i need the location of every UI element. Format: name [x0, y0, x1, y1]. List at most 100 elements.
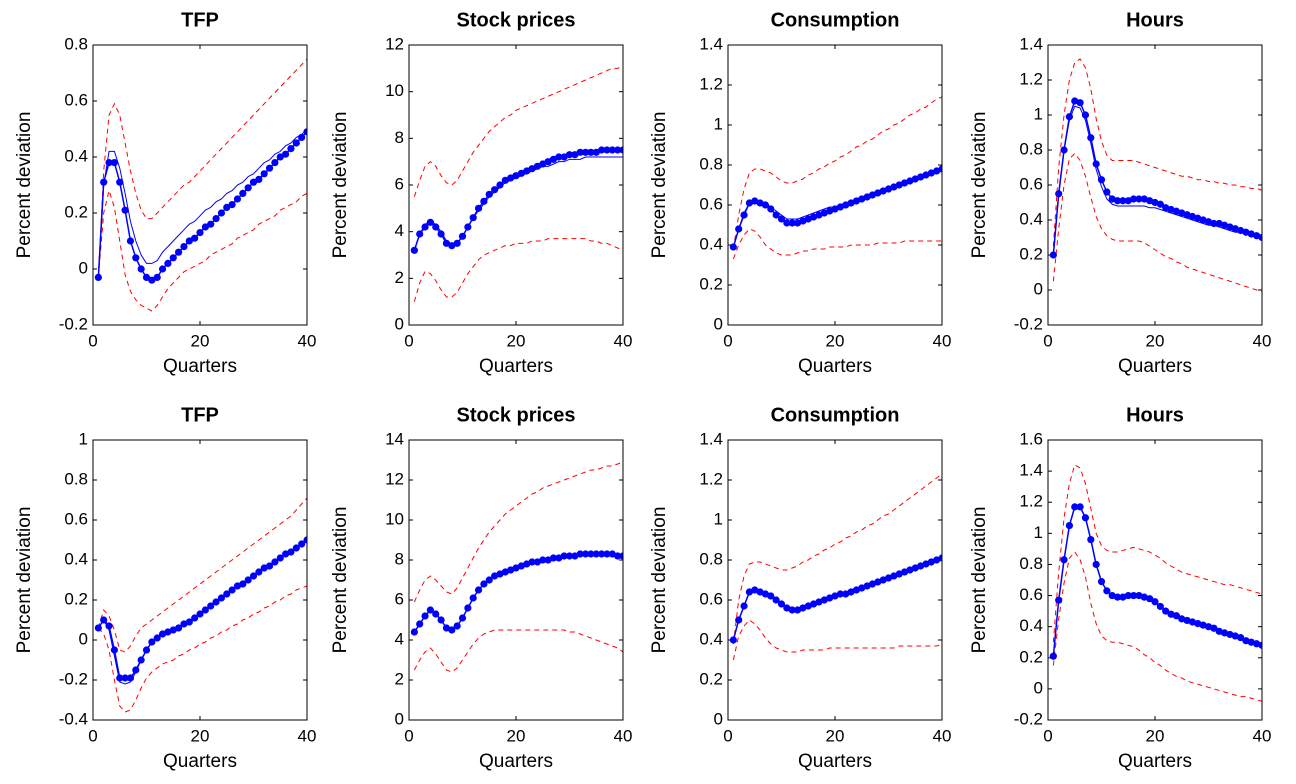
marker: [1237, 633, 1245, 642]
marker: [249, 572, 258, 580]
y-axis-label: Percent deviation: [330, 112, 351, 259]
marker: [735, 616, 743, 624]
marker: [185, 237, 193, 245]
marker: [788, 606, 796, 614]
marker: [1049, 652, 1057, 660]
axes-box: [1047, 44, 1263, 326]
marker: [148, 276, 156, 284]
y-tick-label: 1.4: [1019, 34, 1043, 53]
x-tick-label: 20: [507, 331, 526, 350]
y-tick-label: 0.8: [64, 34, 88, 53]
marker: [116, 178, 124, 186]
marker: [239, 189, 247, 197]
marker: [164, 259, 172, 267]
marker: [836, 590, 844, 598]
y-axis-label: Percent deviation: [330, 507, 351, 654]
series-line: [1052, 551, 1262, 702]
marker: [480, 197, 488, 205]
x-tick-label: 40: [614, 726, 633, 745]
marker: [201, 606, 209, 614]
marker: [271, 159, 279, 167]
marker: [1103, 587, 1111, 595]
marker: [480, 580, 488, 588]
subplot: 0 2 4 6 8 10 12 0 20 40 Stock prices Quarters Percen…: [330, 9, 632, 377]
marker: [191, 614, 199, 622]
marker: [614, 146, 622, 154]
y-tick-label: -0.2: [1014, 314, 1043, 333]
marker: [729, 243, 737, 251]
marker: [126, 674, 135, 682]
plot-area: [728, 45, 942, 325]
y-tick-label: 1.4: [699, 34, 723, 53]
y-tick-label: 2: [395, 268, 404, 287]
marker: [496, 181, 504, 189]
y-tick-label: 0: [714, 314, 723, 333]
series-line: [732, 619, 942, 661]
y-tick-label: -0.2: [59, 314, 88, 333]
marker: [576, 148, 584, 156]
y-tick-label: 1.4: [699, 429, 723, 448]
marker: [581, 148, 590, 156]
series-line: [1052, 105, 1262, 256]
marker: [565, 552, 574, 560]
y-tick-label: 0.6: [699, 194, 723, 213]
marker: [788, 219, 796, 227]
series-line: [97, 497, 307, 653]
marker: [1124, 591, 1132, 600]
series-line: [413, 65, 623, 197]
x-tick-label: 40: [1253, 726, 1272, 745]
marker: [298, 540, 306, 548]
marker: [426, 606, 434, 614]
y-tick-label: 8: [395, 128, 404, 147]
marker: [1081, 111, 1090, 119]
marker: [303, 128, 307, 136]
y-tick-label: 0.8: [1019, 139, 1043, 158]
marker: [244, 184, 252, 192]
x-axis-label: Quarters: [163, 356, 237, 377]
subplot: -0.200.20.40.60.811.21.41.60 20 40HoursQua…: [969, 404, 1271, 772]
marker: [239, 580, 247, 588]
y-axis-label: Percent deviation: [649, 507, 670, 654]
marker: [142, 646, 151, 654]
marker: [767, 592, 775, 600]
y-tick-label: 0: [395, 314, 404, 333]
marker: [1065, 521, 1073, 530]
marker: [1210, 219, 1218, 228]
marker: [116, 674, 124, 682]
x-tick-label: 20: [826, 331, 845, 350]
y-tick-label: -0.2: [1014, 709, 1043, 728]
marker: [1087, 535, 1095, 544]
y-tick-label: 1: [714, 509, 723, 528]
y-tick-label: 4: [395, 629, 404, 648]
marker: [1156, 200, 1164, 208]
marker: [1258, 641, 1262, 649]
y-tick-label: 0.2: [699, 669, 723, 688]
x-axis-label: Quarters: [163, 751, 237, 772]
plot: [729, 473, 942, 661]
marker: [485, 576, 493, 584]
y-tick-label: 0.6: [64, 509, 88, 528]
marker: [410, 628, 418, 636]
y-tick-label: 0.8: [699, 549, 723, 568]
marker: [196, 610, 204, 618]
y-tick-label: 1: [1034, 523, 1043, 542]
series-line: [97, 188, 307, 312]
marker: [592, 550, 600, 558]
y-tick-label: 14: [385, 429, 404, 448]
marker: [175, 624, 183, 632]
marker: [560, 552, 568, 560]
marker: [1156, 602, 1164, 611]
marker: [410, 246, 418, 254]
y-tick-label: 2: [395, 669, 404, 688]
marker: [1076, 503, 1084, 511]
y-tick-label: 0.4: [699, 629, 723, 648]
plot-area: [409, 440, 623, 720]
marker: [196, 229, 204, 237]
y-tick-label: 6: [395, 589, 404, 608]
marker: [539, 556, 547, 564]
y-tick-label: 0: [1034, 279, 1043, 298]
series-line: [97, 585, 307, 713]
chart-title: Hours: [1126, 9, 1184, 31]
plot: [1049, 464, 1262, 702]
marker: [153, 634, 161, 642]
